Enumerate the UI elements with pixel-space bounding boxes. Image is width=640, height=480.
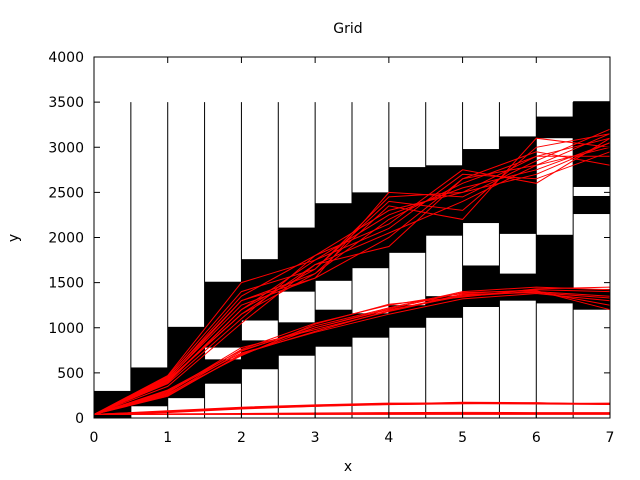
series-line-0 xyxy=(93,146,611,415)
series-line-6 xyxy=(93,151,611,415)
y-tick-label: 1000 xyxy=(48,321,84,337)
grid-band-13-1 xyxy=(573,195,610,215)
grid-bands xyxy=(94,101,610,418)
series-line-7 xyxy=(93,142,611,415)
series-line-23 xyxy=(93,402,611,415)
y-tick-label: 2000 xyxy=(48,231,84,247)
chart-title: Grid xyxy=(333,21,362,37)
y-tick-label: 4000 xyxy=(48,50,84,66)
grid-band-11-1 xyxy=(499,136,537,234)
x-tick-label: 1 xyxy=(163,430,172,446)
series-line-18 xyxy=(93,290,611,415)
grid-band-12-1 xyxy=(536,116,574,139)
y-tick-label: 0 xyxy=(75,411,84,427)
series-line-10 xyxy=(93,155,610,415)
x-tick-label: 0 xyxy=(90,430,99,446)
y-axis-label: y xyxy=(6,234,22,242)
y-axis-ticks: 0 500 1000 1500 2000 2500 3000 3500 4000 xyxy=(48,50,610,427)
series-layer xyxy=(93,128,611,415)
x-tick-label: 3 xyxy=(311,430,320,446)
x-axis-ticks: 0 1 2 3 4 5 6 7 xyxy=(90,57,615,446)
grid-band-8-0 xyxy=(388,305,426,328)
y-tick-label: 3000 xyxy=(48,140,84,156)
x-tick-label: 4 xyxy=(384,430,393,446)
x-tick-label: 2 xyxy=(237,430,246,446)
series-line-11 xyxy=(93,133,611,415)
y-tick-label: 1500 xyxy=(48,276,84,292)
y-tick-label: 500 xyxy=(57,366,84,382)
x-axis-label: x xyxy=(344,459,352,475)
x-tick-label: 5 xyxy=(458,430,467,446)
y-tick-label: 2500 xyxy=(48,185,84,201)
x-tick-label: 6 xyxy=(532,430,541,446)
series-line-19 xyxy=(93,292,611,415)
x-tick-label: 7 xyxy=(606,430,615,446)
grid-band-13-2 xyxy=(573,101,610,187)
series-line-17 xyxy=(93,286,611,415)
series-line-24 xyxy=(93,402,611,415)
grid-band-9-1 xyxy=(425,165,463,236)
y-tick-label: 3500 xyxy=(48,95,84,111)
series-line-9 xyxy=(93,137,611,415)
grid-band-10-0 xyxy=(462,265,500,307)
